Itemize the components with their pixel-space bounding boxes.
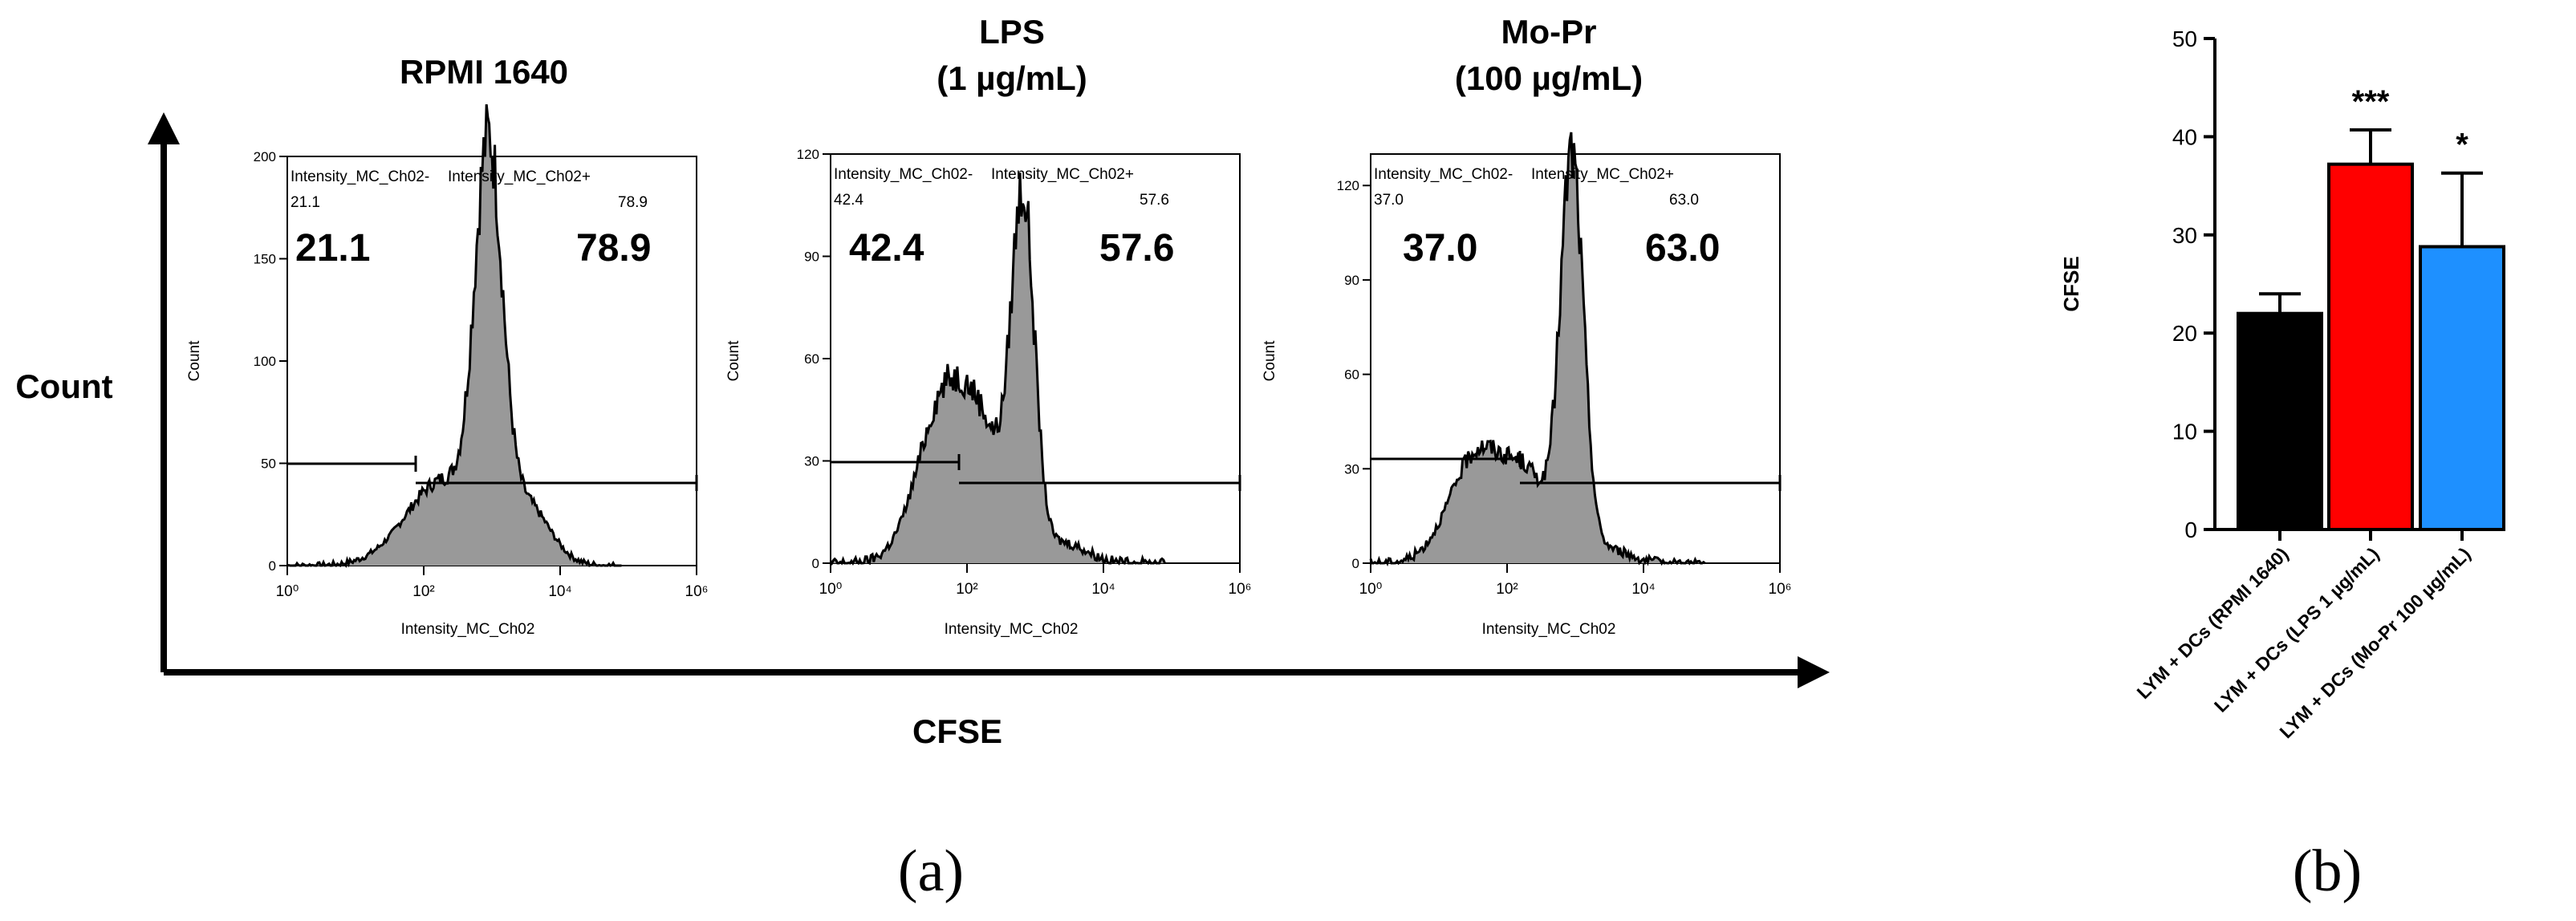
x-tick-label: 10⁰ xyxy=(276,583,299,600)
gate-right-pct-small: 57.6 xyxy=(1140,192,1169,209)
histogram-subtitle: (1 µg/mL) xyxy=(937,59,1087,97)
histogram-area xyxy=(1371,132,1705,563)
y-tick-label: 90 xyxy=(1344,273,1359,288)
y-tick-label: 60 xyxy=(804,351,819,367)
gate-left-pct-small: 42.4 xyxy=(834,192,863,209)
gate-left-label: Intensity_MC_Ch02- xyxy=(1374,166,1513,183)
y-tick-label: 120 xyxy=(1337,178,1359,193)
x-tick-label: 10⁰ xyxy=(1359,581,1383,598)
histogram-title: RPMI 1640 xyxy=(400,53,568,91)
histogram-outline xyxy=(286,103,622,568)
panel-a-axes: Count CFSE (a) xyxy=(15,112,1830,904)
histogram-area xyxy=(831,172,1165,564)
y-tick-label: 120 xyxy=(797,147,819,162)
bar xyxy=(2237,311,2323,531)
y-tick-label: 150 xyxy=(254,252,276,267)
y-tick-label: 50 xyxy=(261,456,276,472)
y-tick-label: 200 xyxy=(254,149,276,164)
histogram-rpmi: RPMI 1640 0 50 100 150 200 10⁰ 10² 10⁴ 10⁶ Inte… xyxy=(186,53,708,638)
x-tick-label: 10⁶ xyxy=(685,583,709,600)
x-tick-label: 10⁴ xyxy=(548,583,571,600)
gate-right-pct: 63.0 xyxy=(1645,227,1720,270)
x-axis-label: Intensity_MC_Ch02 xyxy=(401,621,535,638)
y-tick-label: 100 xyxy=(254,354,276,369)
x-axis-label: Intensity_MC_Ch02 xyxy=(945,621,1079,638)
histogram-outline xyxy=(829,172,1166,566)
x-tick-label: 10⁴ xyxy=(1091,581,1115,598)
y-tick-label: 30 xyxy=(1344,461,1359,477)
gate-left-pct: 42.4 xyxy=(849,227,924,270)
x-tick-label: 10² xyxy=(956,581,977,598)
bar-y-tick-label: 0 xyxy=(2184,517,2197,542)
bar-y-tick-label: 50 xyxy=(2172,26,2197,51)
category-label: LYM + DCs (LPS 1 µg/mL) xyxy=(2210,543,2383,716)
gate-left-label: Intensity_MC_Ch02- xyxy=(834,166,973,183)
histogram-title: LPS xyxy=(979,13,1045,51)
y-axis-label: Count xyxy=(725,340,742,381)
bar-y-axis-label: CFSE xyxy=(2059,256,2083,311)
significance-marker: *** xyxy=(2352,84,2390,120)
y-tick-label: 0 xyxy=(269,558,276,574)
gate-right-pct-small: 63.0 xyxy=(1669,192,1699,209)
panel-a-y-label: Count xyxy=(15,367,112,405)
y-tick-label: 90 xyxy=(804,250,819,265)
gate-left-label: Intensity_MC_Ch02- xyxy=(291,168,429,185)
y-axis-label: Count xyxy=(186,340,203,381)
gate-right-pct: 78.9 xyxy=(576,227,651,270)
y-axis-label: Count xyxy=(1262,340,1278,381)
gate-left-pct-small: 21.1 xyxy=(291,194,320,211)
bar-chart: 0 10 20 30 40 50 LYM + DCs (RPMI 1640) *** LYM … xyxy=(2059,26,2505,904)
histogram-outline xyxy=(1369,132,1706,567)
histogram-lps: LPS (1 µg/mL) 0 30 60 90 120 10⁰ 10² 10⁴ 10⁶ In… xyxy=(725,13,1251,638)
x-tick-label: 10⁶ xyxy=(1769,581,1792,598)
x-tick-label: 10⁰ xyxy=(819,581,843,598)
bar-y-tick-label: 20 xyxy=(2172,321,2197,346)
gate-left-pct: 37.0 xyxy=(1403,227,1477,270)
histogram-mo-pr: Mo-Pr (100 µg/mL) 0 30 60 90 120 10⁰ 10² 10⁴ 10… xyxy=(1262,13,1791,638)
gate-right-label: Intensity_MC_Ch02+ xyxy=(448,168,591,185)
gate-left-pct-small: 37.0 xyxy=(1374,192,1404,209)
x-tick-label: 10² xyxy=(412,583,434,600)
bar-y-tick-label: 40 xyxy=(2172,124,2197,149)
y-tick-label: 60 xyxy=(1344,367,1359,383)
gate-left-pct: 21.1 xyxy=(295,227,370,270)
x-tick-label: 10⁴ xyxy=(1631,581,1655,598)
y-tick-label: 30 xyxy=(804,454,819,469)
panel-a-caption: (a) xyxy=(898,838,964,904)
panel-a-x-label: CFSE xyxy=(912,712,1002,750)
bar xyxy=(2327,162,2414,531)
category-label: LYM + DCs (Mo-Pr 100 µg/mL) xyxy=(2275,543,2474,742)
histogram-title: Mo-Pr xyxy=(1501,13,1597,51)
x-tick-label: 10⁶ xyxy=(1229,581,1252,598)
bar xyxy=(2419,245,2505,531)
gate-right-label: Intensity_MC_Ch02+ xyxy=(1531,166,1674,183)
gate-right-pct: 57.6 xyxy=(1099,227,1174,270)
histogram-subtitle: (100 µg/mL) xyxy=(1455,59,1643,97)
bar-y-tick-label: 30 xyxy=(2172,223,2197,248)
gate-right-pct-small: 78.9 xyxy=(618,194,648,211)
x-axis-label: Intensity_MC_Ch02 xyxy=(1482,621,1616,638)
category-label: LYM + DCs (RPMI 1640) xyxy=(2133,543,2293,703)
panel-b-caption: (b) xyxy=(2293,838,2362,904)
gate-right-label: Intensity_MC_Ch02+ xyxy=(991,166,1134,183)
y-tick-label: 0 xyxy=(812,556,819,571)
significance-marker: * xyxy=(2456,128,2468,163)
x-tick-label: 10² xyxy=(1496,581,1518,598)
bar-y-tick-label: 10 xyxy=(2172,420,2197,444)
y-tick-label: 0 xyxy=(1352,556,1359,571)
